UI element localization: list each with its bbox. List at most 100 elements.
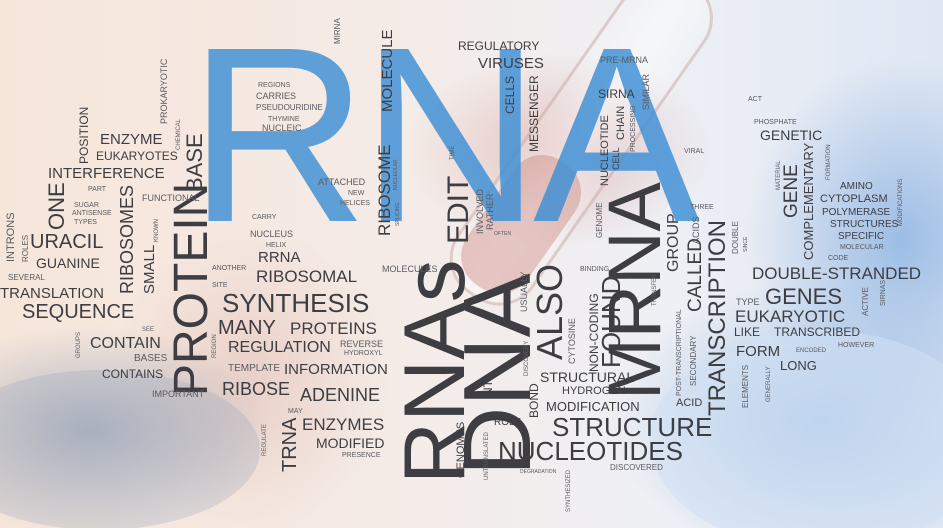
word-edit: EDIT [442,175,475,244]
word-guanine: GUANINE [36,255,100,271]
word-proteins: PROTEINS [290,319,377,338]
word-cytosine: CYTOSINE [567,318,577,364]
word-nucleotide: NUCLEOTIDE [599,115,611,186]
word-since: SINCE [743,236,749,252]
word-attached: ATTACHED [318,177,366,187]
word-similar: SIMILAR [641,73,651,110]
word-genetic: GENETIC [760,127,823,143]
word-genomes: GENOMES [455,421,467,478]
word-rna: RNA [188,0,700,274]
word-nucleus: NUCLEUS [250,229,294,239]
word-pre-mrna: PRE-MRNA [600,55,649,65]
word-regions: REGIONS [258,82,291,89]
word-enzymes: ENZYMES [302,415,385,434]
word-bond: BOND [527,383,541,418]
word-also: ALSO [529,263,570,360]
word-sirnas: SIRNAS [880,279,887,306]
word-transfer: TRANSFER [652,273,658,306]
word-three: THREE [690,204,714,211]
word-nucleolar: NUCLEOLAR [393,159,399,190]
word-sirna: SIRNA [598,87,635,101]
word-structure: STRUCTURE [552,412,713,442]
word-genome: GENOME [595,202,604,238]
word-molecular: MOLECULAR [840,244,884,251]
word-ribosomes: RIBOSOMES [117,184,137,294]
word-protein: PROTEIN [165,182,218,396]
word-viruses: VIRUSES [478,55,544,72]
word-usually: USUALLY [519,271,529,312]
word-discovered: DISCOVERED [610,463,663,472]
word-several: SEVERAL [8,273,45,282]
word-many: MANY [218,317,276,339]
word-eukaryotes: EUKARYOTES [96,149,178,163]
word-messenger: MESSENGER [527,75,541,152]
word-formation: FORMATION [826,144,832,180]
word-post-transcriptional: POST-TRANSCRIPTIONAL [676,309,683,396]
word-structures: STRUCTURES [830,219,899,230]
word-pseudouridine: PSEUDOURIDINE [256,103,323,112]
word-important: IMPORTANT [152,389,205,399]
word-cells: CELLS [503,75,517,114]
word-non-coding: NON-CODING [587,293,601,372]
word-time: TIME [450,145,456,160]
word-part: PART [88,186,107,193]
word-double: DOUBLE [731,221,740,254]
word-untranslated: UNTRANSLATED [484,432,490,480]
word-ribosomal: RIBOSOMAL [256,267,358,286]
word-types: TYPES [74,219,97,226]
word-complementary: COMPLEMENTARY [801,142,816,260]
word-polymerase: POLYMERASE [822,207,891,218]
word-secondary: SECONDARY [689,335,698,386]
word-processing: PROCESSING [630,105,637,152]
word-contains: CONTAINS [102,367,164,381]
word-role: ROLE [494,417,522,428]
word-hydrogen: HYDROGEN [562,385,626,397]
word-modification: MODIFICATION [546,399,640,414]
word-enzyme: ENZYME [100,131,163,148]
word-often: OFTEN [494,231,511,237]
word-synthesis: SYNTHESIS [222,288,370,318]
word-acid: ACID [676,397,703,409]
word-eukaryotic: EUKARYOTIC [735,307,846,326]
word-template: TEMPLATE [228,363,281,374]
word-prokaryotic: PROKARYOTIC [159,58,169,124]
word-one: ONE [44,182,69,230]
word-known: KNOWN [154,219,160,242]
word-region: REGION [212,334,218,358]
word-cell: CELL [611,147,621,170]
word-small: SMALL [141,244,158,294]
word-transcription: TRANSCRIPTION [704,219,731,416]
word-nt: NT [481,380,495,396]
word-like: LIKE [734,325,761,339]
word-elements: ELEMENTS [741,364,750,408]
word-introns: INTRONS [5,212,17,263]
word-involved: INVOLVED [475,189,485,234]
word-sugar: SUGAR [74,202,99,209]
word-uracil: URACIL [30,231,104,253]
word-reverse: REVERSE [340,339,384,349]
word-sequence: SEQUENCE [22,301,135,323]
word-molecules: MOLECULES [382,264,438,274]
word-helices: HELICES [340,200,370,207]
word-type: TYPE [736,297,760,307]
word-long: LONG [780,358,817,373]
word-groups: GROUPS [76,331,82,358]
word-new: NEW [348,190,365,197]
word-see: SEE [142,327,155,333]
word-form: FORM [736,343,781,360]
word-rrna: RRNA [258,249,301,266]
word-ribose: RIBOSE [222,379,291,399]
word-mirna: MIRNA [333,18,342,44]
word-bases: BASES [134,353,168,364]
word-thymine: THYMINE [268,116,300,123]
word-binding: BINDING [580,266,610,273]
word-base: BASE [182,133,207,192]
word-position: POSITION [77,106,91,164]
word-phosphate: PHOSPHATE [754,119,797,126]
word-contain: CONTAIN [90,335,161,352]
word-encoded: ENCODED [796,348,827,354]
word-synthesized: SYNTHESIZED [566,469,572,512]
word-act: ACT [748,96,762,103]
word-splicing: SPLICING [395,202,401,226]
